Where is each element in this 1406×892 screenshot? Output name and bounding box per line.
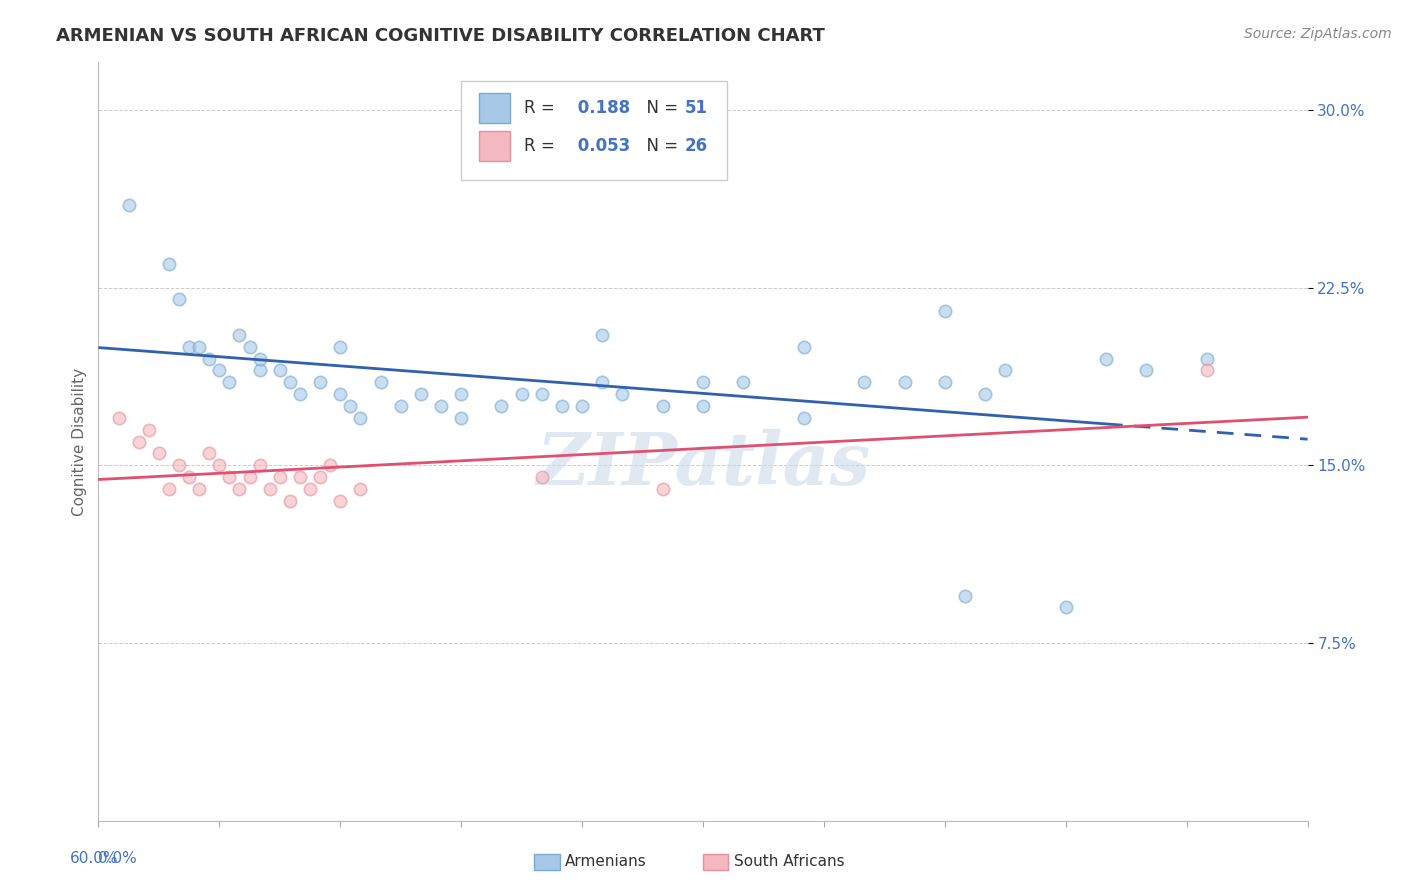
Point: [278, 376, 301, 390]
Point: [269, 363, 291, 377]
Text: ZIPatlas: ZIPatlas: [536, 429, 870, 500]
Text: R =: R =: [524, 99, 560, 117]
Point: [218, 376, 240, 390]
Text: 60.0%: 60.0%: [70, 851, 118, 866]
FancyBboxPatch shape: [479, 130, 509, 161]
Point: [157, 257, 180, 271]
Point: [551, 399, 574, 413]
Point: [530, 470, 553, 484]
Point: [793, 410, 815, 425]
Point: [239, 340, 262, 354]
Point: [339, 399, 361, 413]
Point: [319, 458, 342, 473]
Point: [591, 376, 613, 390]
Text: 51: 51: [685, 99, 707, 117]
Point: [953, 589, 976, 603]
Point: [893, 376, 915, 390]
Text: Source: ZipAtlas.com: Source: ZipAtlas.com: [1244, 27, 1392, 41]
Point: [198, 446, 221, 460]
Point: [1195, 351, 1218, 366]
Point: [107, 410, 129, 425]
Point: [733, 376, 755, 390]
Point: [389, 399, 412, 413]
Point: [1135, 363, 1157, 377]
Text: 0.0%: 0.0%: [98, 851, 138, 866]
Y-axis label: Cognitive Disability: Cognitive Disability: [72, 368, 87, 516]
Point: [208, 363, 231, 377]
Text: N =: N =: [637, 99, 683, 117]
Point: [179, 340, 201, 354]
Point: [934, 304, 956, 318]
Point: [179, 470, 201, 484]
Point: [249, 363, 271, 377]
Point: [249, 458, 271, 473]
Point: [349, 482, 371, 496]
Point: [370, 376, 392, 390]
Point: [309, 470, 332, 484]
Text: 0.053: 0.053: [572, 136, 631, 155]
Point: [692, 399, 714, 413]
Point: [288, 470, 311, 484]
Point: [612, 387, 634, 401]
Point: [491, 399, 513, 413]
Point: [138, 423, 160, 437]
Point: [218, 470, 240, 484]
Text: N =: N =: [637, 136, 683, 155]
Point: [167, 458, 190, 473]
Point: [1195, 363, 1218, 377]
Point: [128, 434, 150, 449]
Point: [309, 376, 332, 390]
Point: [157, 482, 180, 496]
Point: [167, 293, 190, 307]
Point: [1054, 600, 1077, 615]
Point: [329, 340, 352, 354]
Point: [269, 470, 291, 484]
Point: [793, 340, 815, 354]
Point: [349, 410, 371, 425]
Point: [591, 327, 613, 342]
Point: [259, 482, 281, 496]
Point: [974, 387, 997, 401]
Text: R =: R =: [524, 136, 560, 155]
Point: [1095, 351, 1118, 366]
Point: [571, 399, 593, 413]
Point: [249, 351, 271, 366]
Point: [278, 493, 301, 508]
Point: [530, 387, 553, 401]
FancyBboxPatch shape: [479, 93, 509, 123]
Point: [208, 458, 231, 473]
Point: [288, 387, 311, 401]
Point: [228, 327, 250, 342]
Text: Armenians: Armenians: [565, 855, 647, 869]
Point: [994, 363, 1017, 377]
FancyBboxPatch shape: [461, 81, 727, 180]
Point: [450, 387, 472, 401]
Point: [450, 410, 472, 425]
Point: [198, 351, 221, 366]
Point: [299, 482, 322, 496]
Text: South Africans: South Africans: [734, 855, 845, 869]
Point: [239, 470, 262, 484]
Point: [118, 197, 141, 211]
Point: [329, 493, 352, 508]
Point: [188, 340, 211, 354]
Text: 0.188: 0.188: [572, 99, 630, 117]
Point: [228, 482, 250, 496]
Point: [853, 376, 876, 390]
Text: 26: 26: [685, 136, 709, 155]
Text: ARMENIAN VS SOUTH AFRICAN COGNITIVE DISABILITY CORRELATION CHART: ARMENIAN VS SOUTH AFRICAN COGNITIVE DISA…: [56, 27, 825, 45]
Point: [148, 446, 170, 460]
Point: [329, 387, 352, 401]
Point: [651, 482, 673, 496]
Point: [934, 376, 956, 390]
Point: [188, 482, 211, 496]
Point: [692, 376, 714, 390]
Point: [510, 387, 533, 401]
Point: [651, 399, 673, 413]
Point: [409, 387, 432, 401]
Point: [430, 399, 453, 413]
